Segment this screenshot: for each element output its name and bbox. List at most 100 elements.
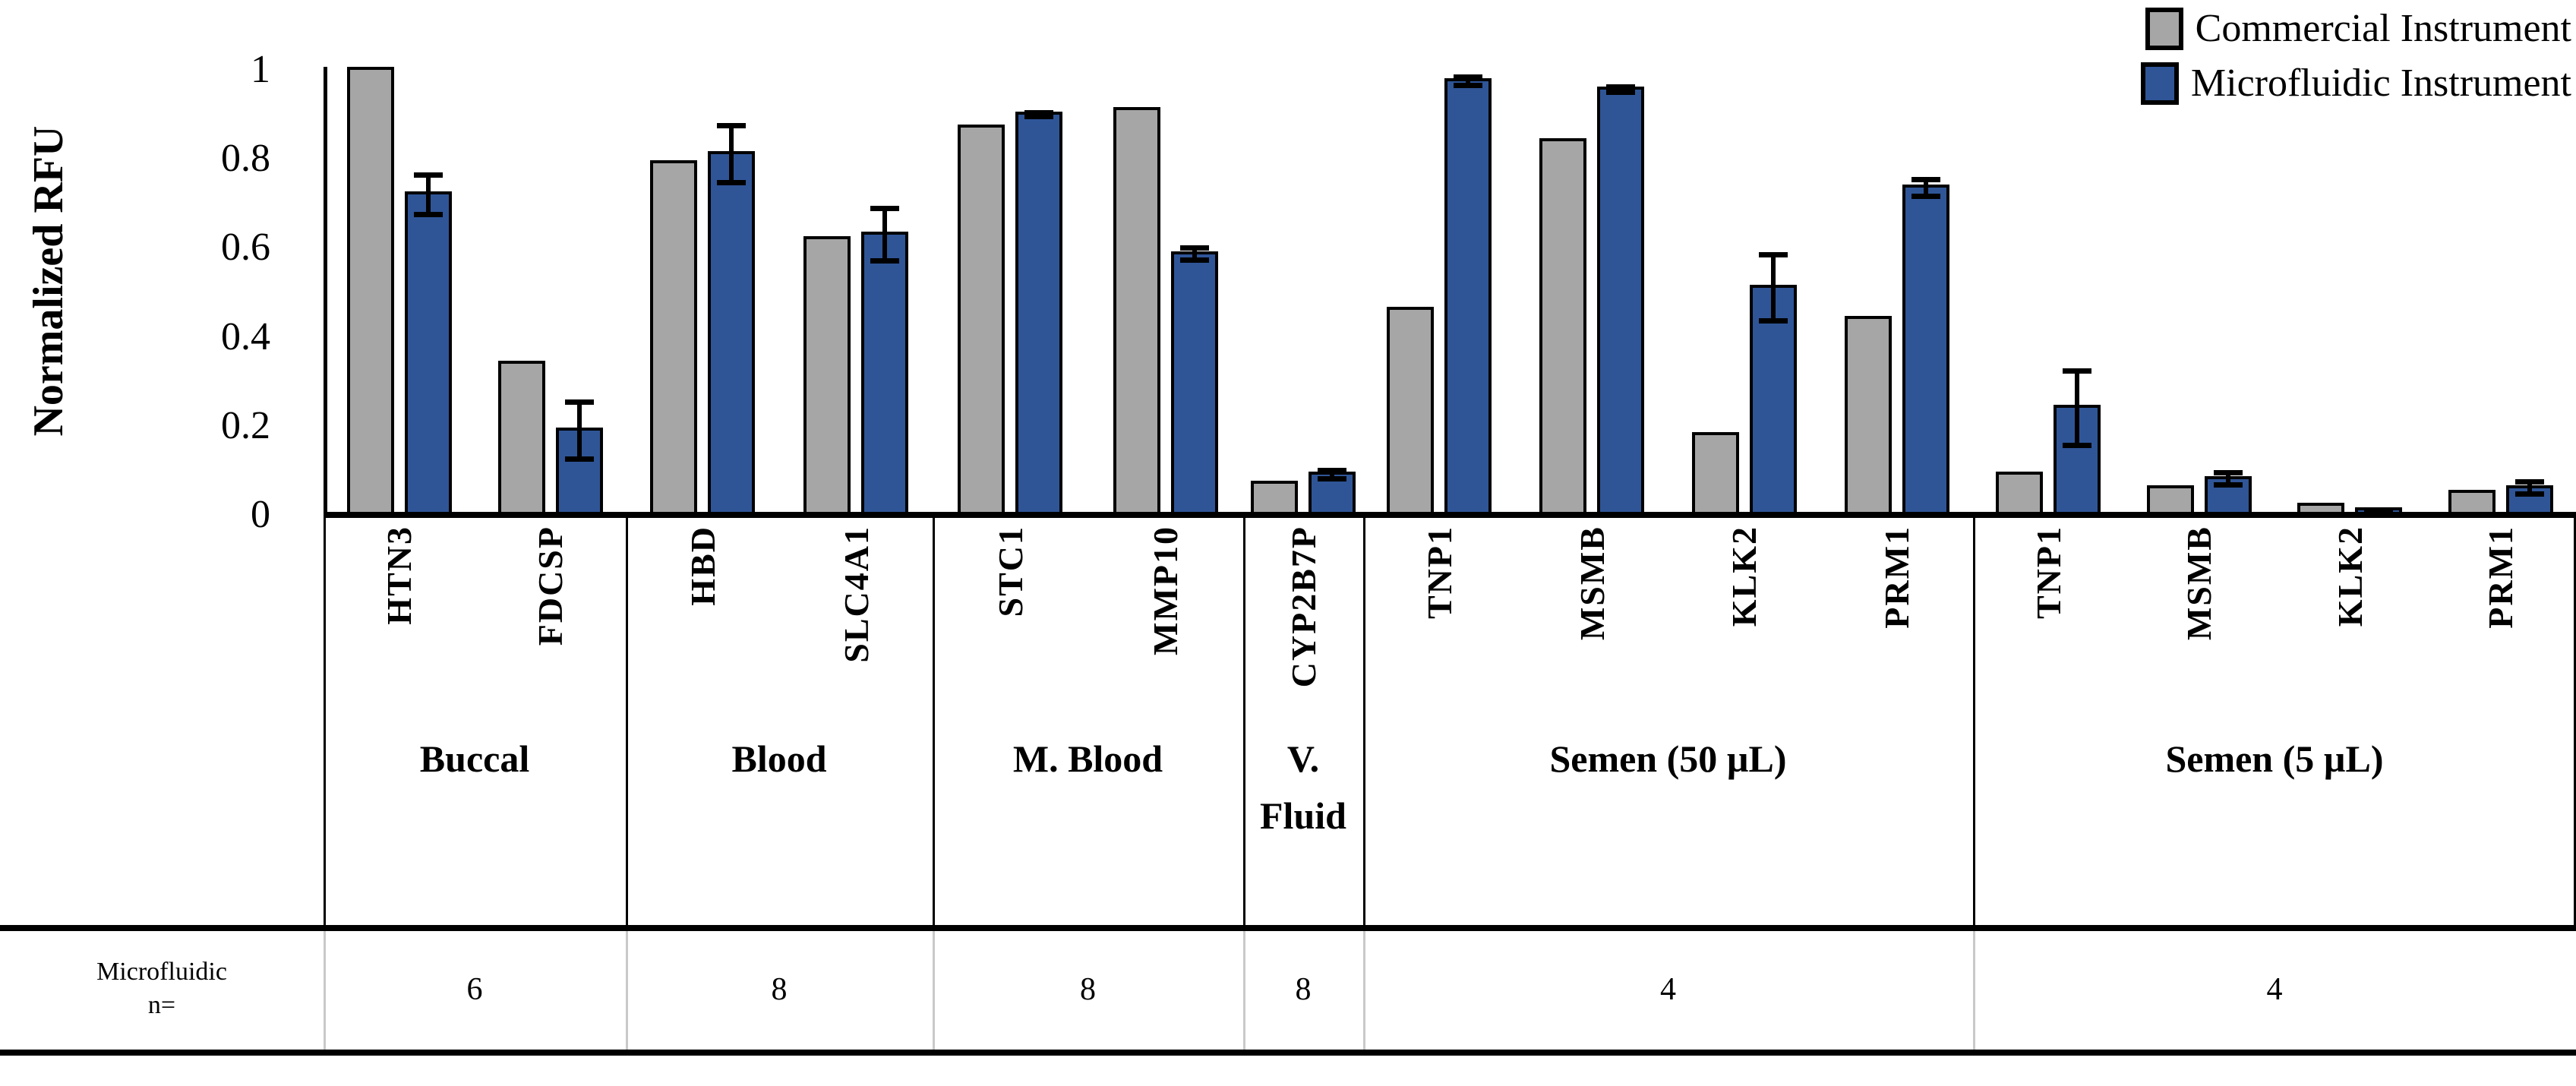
marker-label-cell: PRM1 — [2426, 526, 2576, 732]
error-bar-line — [1771, 252, 1776, 324]
n-row-divider — [1363, 931, 1365, 1050]
group-divider — [933, 516, 935, 925]
error-bar-line — [1192, 245, 1197, 263]
bar-microfluidic-MMP10 — [1171, 251, 1218, 515]
marker-label: STC1 — [990, 526, 1030, 617]
n-value: 4 — [2266, 972, 2283, 1007]
marker-label-cell: STC1 — [933, 526, 1088, 732]
error-bar-cap-top — [1759, 252, 1788, 257]
error-bar-CYP2B7P — [1317, 468, 1347, 481]
error-bar-cap-top — [717, 123, 746, 128]
marker-label-cell: FDCSP — [475, 526, 626, 732]
n-row-header-line1: Microfluidic — [96, 958, 227, 986]
error-bar-cap-bottom — [1606, 90, 1635, 95]
error-bar-cap-top — [2063, 368, 2091, 374]
error-bar-STC1 — [1024, 110, 1054, 119]
error-bar-MSMB — [2213, 470, 2243, 488]
bar-commercial-PRM1 — [1845, 316, 1892, 515]
group-divider — [2574, 516, 2576, 925]
group-label: M. Blood — [1012, 737, 1163, 780]
bar-microfluidic-KLK2 — [1750, 285, 1797, 515]
group-label: Buccal — [419, 737, 530, 780]
error-bar-line — [1924, 177, 1928, 199]
bar-commercial-MMP10 — [1113, 107, 1160, 515]
n-row-divider — [1973, 931, 1975, 1050]
bar-microfluidic-TNP1 — [1444, 78, 1492, 515]
n-row-header: Microfluidic n= — [0, 955, 324, 1022]
marker-label-cell: MSMB — [2124, 526, 2275, 732]
n-row-top-rule — [0, 925, 2576, 931]
n-row-divider — [933, 931, 935, 1050]
error-bar-cap-top — [2214, 470, 2243, 475]
y-tick-label: 0.4 — [221, 314, 270, 358]
marker-label: HTN3 — [380, 526, 418, 625]
group-label: Semen (50 µL) — [1549, 737, 1787, 780]
n-value: 8 — [1295, 972, 1312, 1007]
error-bar-cap-bottom — [2214, 482, 2243, 488]
bar-microfluidic-HTN3 — [405, 191, 452, 515]
error-bar-SLC4A1 — [870, 206, 900, 264]
group-label: Semen (5 µL) — [2165, 737, 2384, 780]
commercial-legend-swatch — [2145, 8, 2183, 50]
marker-label-cell: CYP2B7P — [1243, 526, 1363, 732]
marker-label-cell: HBD — [626, 526, 779, 732]
group-divider — [324, 516, 326, 925]
group-label: Blood — [731, 737, 827, 780]
error-bar-cap-bottom — [717, 180, 746, 185]
marker-label: PRM1 — [1877, 526, 1917, 629]
y-tick-label: 0.6 — [221, 226, 270, 270]
n-value: 8 — [1080, 972, 1096, 1007]
marker-label: KLK2 — [1725, 526, 1764, 627]
error-bar-cap-bottom — [565, 456, 594, 462]
error-bar-TNP1 — [1453, 74, 1483, 88]
bar-microfluidic-SLC4A1 — [861, 232, 908, 515]
error-bar-cap-bottom — [1759, 318, 1788, 324]
marker-label-cell: MMP10 — [1088, 526, 1244, 732]
error-bar-cap-bottom — [2063, 443, 2091, 448]
bar-commercial-KLK2 — [2297, 503, 2344, 515]
bar-microfluidic-PRM1 — [1902, 185, 1949, 515]
marker-label: PRM1 — [2481, 526, 2521, 629]
error-bar-line — [2527, 479, 2532, 497]
error-bar-cap-top — [1318, 468, 1346, 473]
error-bar-TNP1 — [2062, 368, 2092, 448]
error-bar-line — [1330, 468, 1334, 481]
error-bar-cap-top — [1454, 74, 1482, 80]
bar-commercial-PRM1 — [2448, 490, 2496, 515]
error-bar-cap-top — [1911, 177, 1940, 182]
marker-label: TNP1 — [2028, 526, 2068, 619]
error-bar-line — [2226, 470, 2230, 488]
error-bar-cap-bottom — [1318, 476, 1346, 481]
marker-label-cell: TNP1 — [1973, 526, 2124, 732]
marker-label-cell: KLK2 — [1668, 526, 1821, 732]
bar-commercial-HBD — [650, 160, 697, 515]
marker-label-cell: MSMB — [1516, 526, 1668, 732]
bar-microfluidic-STC1 — [1015, 112, 1062, 515]
error-bar-cap-top — [414, 172, 443, 178]
error-bar-FDCSP — [564, 399, 595, 462]
group-divider — [1243, 516, 1245, 925]
n-row-bottom-rule — [0, 1050, 2576, 1056]
bar-microfluidic-MSMB — [1597, 87, 1644, 515]
group-divider — [626, 516, 628, 925]
x-axis-line — [324, 512, 2576, 518]
error-bar-HTN3 — [413, 172, 444, 217]
bar-commercial-TNP1 — [1996, 472, 2043, 515]
legend-item: Commercial Instrument — [2141, 2, 2571, 56]
error-bar-cap-top — [1606, 84, 1635, 90]
error-bar-cap-bottom — [2515, 491, 2544, 497]
error-bar-KLK2 — [1758, 252, 1788, 324]
error-bar-PRM1 — [2514, 479, 2545, 497]
y-tick-label: 0.2 — [221, 403, 270, 447]
bar-commercial-STC1 — [958, 125, 1005, 515]
n-row-divider — [324, 931, 326, 1050]
group-divider — [1363, 516, 1365, 925]
group-divider — [1973, 516, 1975, 925]
error-bar-cap-bottom — [1454, 83, 1482, 88]
marker-label-cell: PRM1 — [1820, 526, 1973, 732]
n-value: 6 — [466, 972, 483, 1007]
marker-label-cell: TNP1 — [1363, 526, 1516, 732]
marker-label: HBD — [683, 526, 722, 606]
bar-commercial-HTN3 — [347, 67, 394, 515]
error-bar-line — [729, 123, 734, 185]
